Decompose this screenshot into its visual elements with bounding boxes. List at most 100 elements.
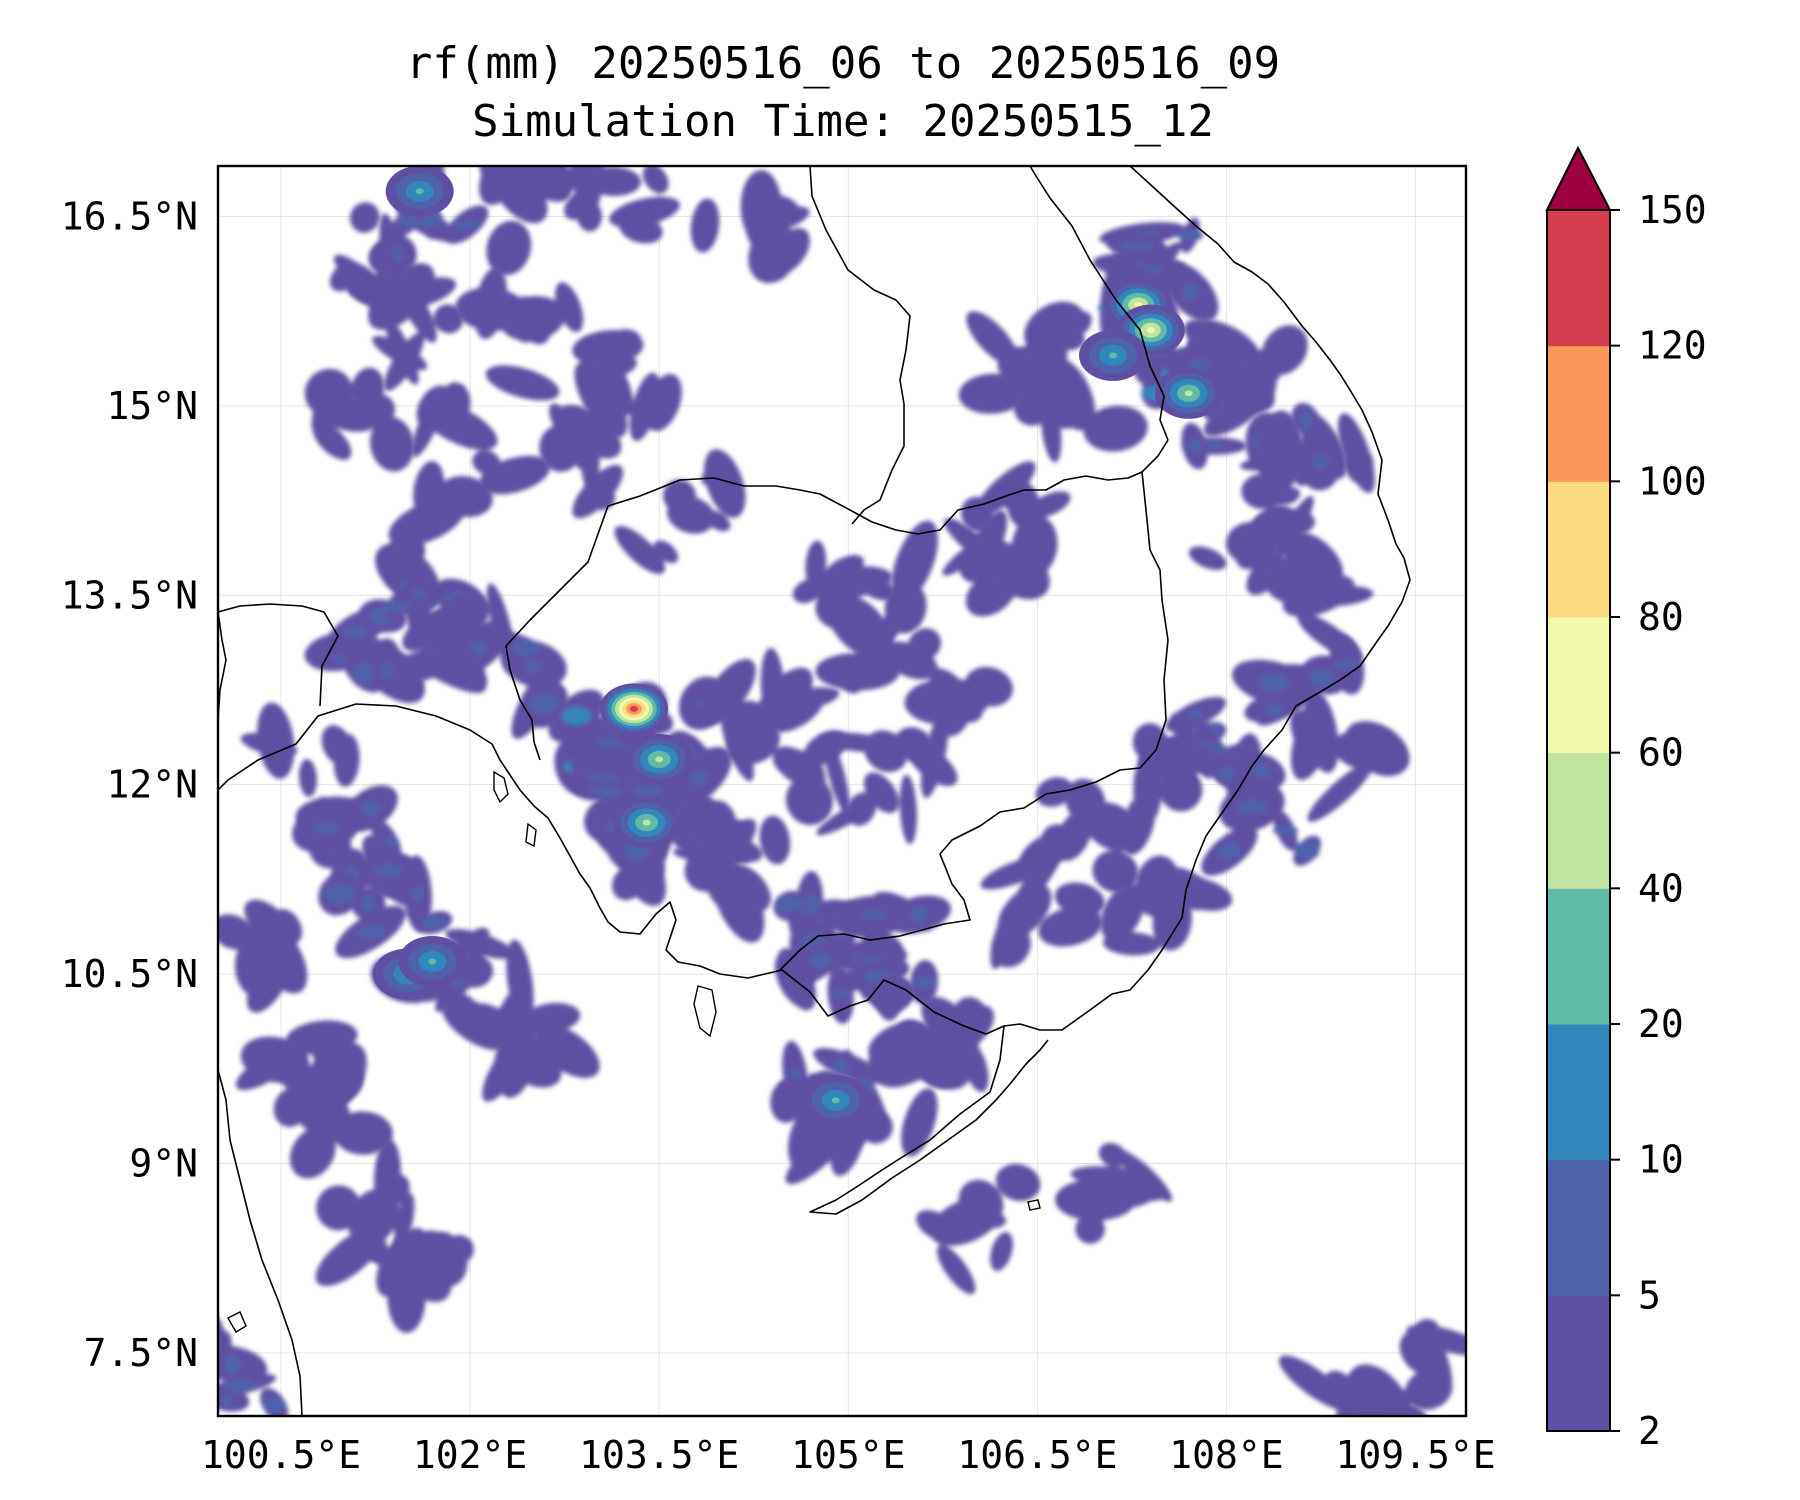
colorbar-segment bbox=[1547, 888, 1610, 1025]
rain-blob-outer bbox=[966, 311, 1019, 367]
rain-blob-inner bbox=[422, 915, 447, 930]
rain-blob-outer bbox=[1055, 810, 1093, 861]
colorbar-extend-arrow bbox=[1545, 145, 1612, 211]
y-tick-label: 10.5°N bbox=[61, 952, 198, 996]
rain-blob-outer bbox=[701, 456, 729, 485]
rain-blob-outer bbox=[279, 1070, 350, 1119]
rain-blob-outer bbox=[390, 648, 456, 682]
y-tick-label: 12°N bbox=[106, 763, 198, 807]
rain-blob-outer bbox=[760, 647, 785, 730]
y-tick-label: 13.5°N bbox=[61, 573, 198, 617]
rain-blob-outer bbox=[1132, 723, 1168, 762]
rain-blob-outer bbox=[1041, 356, 1095, 431]
colorbar-segment bbox=[1547, 345, 1610, 482]
rain-cell bbox=[411, 382, 551, 495]
rain-blob-outer bbox=[1028, 491, 1071, 518]
rain-blob-inner bbox=[1188, 438, 1201, 454]
rain-blob-outer bbox=[863, 772, 899, 814]
rain-blob-outer bbox=[377, 1173, 410, 1207]
rain-blob-outer bbox=[1070, 1166, 1151, 1187]
rain-blob-inner bbox=[1177, 229, 1204, 241]
rain-cell bbox=[1100, 855, 1233, 956]
rain-blob-outer bbox=[701, 659, 756, 725]
rain-blob-outer bbox=[772, 746, 812, 781]
rain-cell bbox=[273, 1048, 393, 1179]
rain-cell bbox=[390, 583, 514, 694]
rain-blob-outer bbox=[984, 543, 1050, 600]
rain-blob-outer bbox=[823, 733, 850, 815]
peak-contour bbox=[428, 958, 437, 965]
rain-blob-outer bbox=[815, 653, 900, 691]
rain-blob-outer bbox=[1289, 555, 1338, 599]
rain-blob-outer bbox=[372, 335, 428, 371]
rain-peak bbox=[600, 683, 668, 735]
rain-blob-outer bbox=[1354, 1389, 1393, 1416]
rain-blob-outer bbox=[1054, 882, 1105, 917]
rain-blob-outer bbox=[316, 1185, 362, 1231]
chart-title: rf(mm) 20250516_06 to 20250516_09 bbox=[406, 38, 1280, 89]
rain-blob-outer bbox=[712, 861, 765, 943]
rain-peak bbox=[398, 935, 467, 987]
rain-blob-outer bbox=[370, 416, 415, 472]
rain-blob-outer bbox=[218, 1330, 232, 1387]
rain-cell bbox=[830, 1019, 956, 1157]
rain-blob-outer bbox=[863, 730, 908, 773]
rain-blob-outer bbox=[394, 1193, 415, 1248]
colorbar-segment bbox=[1547, 617, 1610, 754]
rain-blob-inner bbox=[323, 883, 356, 904]
colorbar-tick-label: 10 bbox=[1638, 1138, 1684, 1182]
rain-blob-inner bbox=[398, 214, 419, 228]
rain-cell bbox=[960, 461, 1071, 600]
rain-blob-outer bbox=[402, 1249, 452, 1303]
rain-blob-outer bbox=[1241, 473, 1284, 510]
rain-blob-outer bbox=[1100, 883, 1145, 942]
rain-blob-inner bbox=[1188, 709, 1203, 720]
rain-blob-outer bbox=[376, 1227, 429, 1297]
rain-blob-outer bbox=[936, 1244, 976, 1295]
rain-blob-inner bbox=[355, 925, 386, 939]
rain-blob-outer bbox=[1406, 1319, 1441, 1361]
rain-blob-outer bbox=[806, 566, 893, 600]
rain-cell bbox=[218, 899, 308, 1013]
rain-blob-outer bbox=[333, 1111, 393, 1155]
colorbar-tick-label: 5 bbox=[1638, 1273, 1661, 1317]
rain-blob-outer bbox=[493, 1032, 540, 1086]
y-tick-label: 7.5°N bbox=[84, 1331, 198, 1375]
rain-blob-inner bbox=[342, 625, 369, 638]
rain-blob-outer bbox=[273, 909, 303, 944]
colorbar-segment bbox=[1547, 210, 1610, 347]
colorbar-tick-label: 80 bbox=[1638, 595, 1684, 639]
coastline-myanmar bbox=[218, 611, 227, 721]
rain-blob-outer bbox=[605, 329, 642, 358]
rain-cell bbox=[1183, 318, 1308, 437]
rain-blob-outer bbox=[995, 1163, 1041, 1202]
colorbar-segment bbox=[1547, 752, 1610, 889]
peak-core bbox=[631, 705, 637, 712]
rain-blob-inner bbox=[910, 976, 938, 988]
rain-cell bbox=[482, 1002, 600, 1102]
rain-blob-outer bbox=[485, 365, 560, 401]
y-axis: 7.5°N 9°N 10.5°N 12°N 13.5°N 15°N 16.5°N bbox=[61, 195, 198, 1375]
rain-blob-outer bbox=[460, 956, 494, 988]
rain-peak bbox=[1079, 329, 1148, 381]
rain-blob-outer bbox=[289, 1127, 336, 1179]
rain-blob-inner bbox=[530, 692, 559, 715]
colorbar-tick-label: 120 bbox=[1638, 324, 1707, 368]
rain-blob-outer bbox=[1112, 1183, 1168, 1202]
rain-cell bbox=[1099, 217, 1219, 332]
colorbar-tick-label: 100 bbox=[1638, 459, 1707, 503]
rain-blob-outer bbox=[433, 304, 464, 334]
rain-cell bbox=[792, 540, 895, 659]
rain-blob-outer bbox=[556, 404, 622, 459]
peak-contour bbox=[642, 819, 651, 826]
peak-contour bbox=[1146, 327, 1155, 334]
rain-blob-outer bbox=[1092, 850, 1139, 893]
rain-blob-outer bbox=[1038, 906, 1103, 947]
rain-blob-outer bbox=[1061, 311, 1092, 339]
rain-blob-inner bbox=[353, 662, 374, 683]
rain-blob-outer bbox=[642, 166, 669, 194]
rain-blob-outer bbox=[899, 774, 917, 845]
rain-blob-outer bbox=[572, 464, 624, 519]
rain-blob-inner bbox=[634, 785, 663, 798]
